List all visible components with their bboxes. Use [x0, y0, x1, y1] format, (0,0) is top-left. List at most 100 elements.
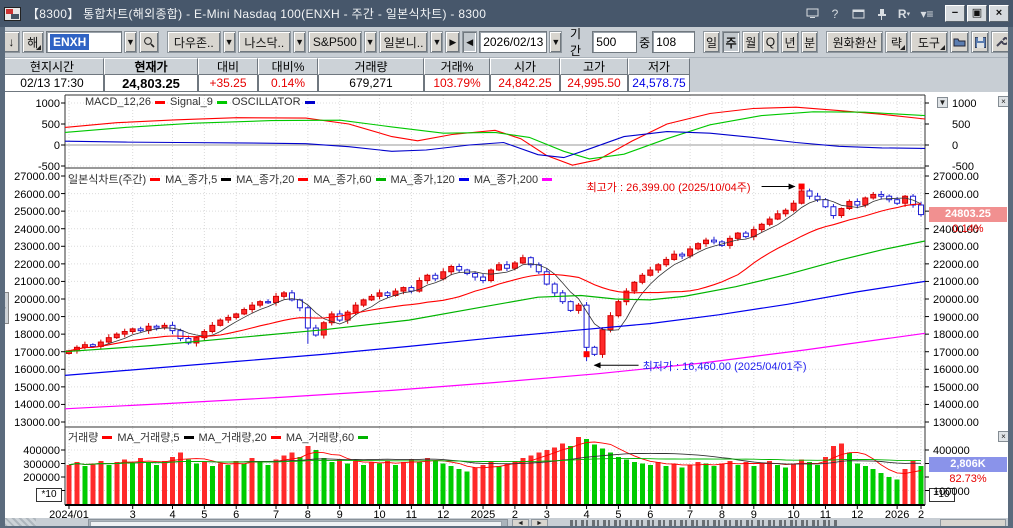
annotation-marks — [583, 183, 805, 369]
timeframe-month[interactable]: 월 — [741, 31, 760, 53]
monitor-icon[interactable] — [804, 7, 820, 21]
list-icon[interactable]: ▾≡ — [920, 6, 934, 21]
macd-axis-label-left: 1000 — [35, 98, 60, 110]
help-icon[interactable]: ? — [831, 6, 839, 21]
price-axis-label-left: 17000.00 — [14, 346, 60, 359]
count-label: 중 — [639, 35, 651, 50]
quote-value-3: 0.14% — [258, 75, 318, 92]
x-axis-label: 7 — [272, 509, 280, 521]
x-axis-label: 3 — [543, 509, 550, 521]
count-input[interactable]: 108 — [652, 31, 696, 53]
price-axis-label-right: 13000.00 — [933, 417, 979, 429]
x-axis-label: 2 — [917, 509, 925, 521]
down-button[interactable]: ↓ — [3, 31, 20, 53]
quote-value-5: 103.79% — [424, 75, 490, 92]
volume-legend-item: MA_거래량,20 — [198, 432, 267, 444]
price-axis-label-right: 26000.00 — [933, 188, 979, 201]
legend-mark-icon — [458, 177, 469, 181]
titlebar: 【8300】 통합차트(해외종합) - E-Mini Nasdaq 100(EN… — [0, 0, 1013, 27]
legend-mark-icon — [298, 177, 309, 181]
timeframe-day[interactable]: 일 — [702, 31, 721, 53]
price-axis-label-left: 27000.00 — [14, 171, 60, 183]
legend-mark-icon — [221, 177, 232, 181]
index-dropdown-dow[interactable]: ▼ — [222, 31, 236, 53]
main-chart-legend: 일본식차트(주간) MA_종가,5 MA_종가,20 MA_종가,60 MA_종가,12… — [68, 171, 557, 187]
tools-button[interactable]: 도구 — [909, 31, 949, 53]
save-icon[interactable] — [970, 31, 990, 53]
legend-mark-icon — [304, 100, 315, 104]
resize-hatch — [0, 518, 36, 528]
R-menu-icon[interactable]: R ▾ — [897, 6, 911, 21]
timeframe-minute[interactable]: 분 — [800, 31, 819, 53]
volume-axis-label-left: 300000 — [23, 458, 60, 471]
pin-icon[interactable] — [873, 7, 889, 21]
quote-header-3: 대비% — [258, 58, 318, 75]
macd-legend-item: Signal_9 — [170, 96, 213, 108]
legend-mark-icon — [150, 177, 161, 181]
next-button[interactable]: ▶ — [445, 31, 461, 53]
chart-canvas — [61, 94, 929, 509]
macd-lines — [64, 106, 926, 166]
window-buttons: − ▣ × — [945, 5, 1009, 22]
timeframe-quarter[interactable]: Q — [761, 31, 780, 53]
current-volume-tag: 2,806K — [929, 457, 1007, 472]
quote-header-8: 저가 — [628, 58, 690, 75]
price-axis-label-left: 15000.00 — [14, 381, 60, 394]
chart-area[interactable]: › ▼ × × *10 *10 27000.0027000.0026000.00… — [0, 92, 1013, 521]
index-button-nikkei[interactable]: 일본니.. — [378, 31, 429, 53]
x-axis-label: 2 — [511, 509, 518, 521]
macd-legend-item: OSCILLATOR — [231, 96, 301, 108]
maximize-button[interactable]: ▣ — [967, 5, 987, 22]
timeframe-year[interactable]: 년 — [781, 31, 799, 53]
index-dropdown-sp500[interactable]: ▼ — [363, 31, 377, 53]
gridlines — [65, 95, 925, 505]
volume-legend-item: MA_거래량,5 — [117, 432, 180, 444]
date-dropdown-icon[interactable]: ▼ — [549, 31, 563, 53]
symbol-input[interactable]: ENXH — [45, 31, 122, 53]
x-axis-label: 4 — [583, 509, 590, 521]
market-button[interactable]: 해 — [21, 31, 44, 53]
quote-bar: 현지시간 02/13 17:30 현재가 24,803.25 대비 +35.25 대비% 0.… — [0, 58, 1013, 92]
quote-value-4: 679,271 — [318, 75, 424, 92]
strategy-button[interactable]: 략 — [885, 31, 908, 53]
timeframe-week[interactable]: 주 — [722, 31, 740, 53]
window-copy-icon[interactable] — [850, 7, 866, 21]
krw-convert-button[interactable]: 원화환산 — [826, 31, 884, 53]
index-button-nasdaq[interactable]: 나스닥.. — [237, 31, 292, 53]
date-input[interactable]: 2026/02/13 — [479, 31, 548, 53]
search-icon[interactable] — [139, 31, 160, 53]
titlebar-icons: ? R ▾ ▾≡ — [804, 7, 935, 21]
x-axis-label: 5 — [201, 509, 208, 521]
macd-axis-label-right: 500 — [952, 119, 971, 131]
index-button-dow[interactable]: 다우존.. — [167, 31, 221, 53]
prev-button[interactable]: ◀ — [462, 31, 478, 53]
toolbar: ↓ 해 ENXH ▼ 다우존.. ▼ 나스닥.. ▼ S&P500 ▼ 일본니.… — [0, 27, 1013, 58]
legend-mark-icon — [270, 435, 281, 439]
indicator-collapse-icon[interactable]: ▼ — [937, 97, 948, 108]
legend-mark-icon — [102, 435, 113, 439]
index-button-sp500[interactable]: S&P500 — [308, 31, 362, 53]
price-axis-label-right: 16000.00 — [933, 364, 979, 377]
close-button[interactable]: × — [989, 5, 1009, 22]
main-chart-legend-item: MA_종가,120 — [390, 174, 455, 186]
index-dropdown-nikkei[interactable]: ▼ — [430, 31, 444, 53]
symbol-dropdown-icon[interactable]: ▼ — [123, 31, 137, 53]
quote-header-0: 현지시간 — [0, 58, 104, 75]
price-axis-label-left: 26000.00 — [14, 188, 60, 201]
quote-value-8: 24,578.75 — [628, 75, 690, 92]
price-axis-label-right: 21000.00 — [933, 276, 979, 289]
index-dropdown-nasdaq[interactable]: ▼ — [293, 31, 307, 53]
main-chart-legend-item: MA_종가,200 — [473, 174, 539, 186]
folder-icon[interactable] — [950, 31, 969, 53]
legend-mark-icon — [155, 100, 166, 104]
main-chart-legend-item: 일본식차트(주간) — [68, 174, 147, 186]
minimize-button[interactable]: − — [945, 5, 965, 22]
main-chart-legend-item: MA_종가,60 — [313, 174, 372, 186]
period-input[interactable]: 500 — [592, 31, 638, 53]
volume-ma-lines — [68, 441, 922, 474]
legend-mark-icon — [542, 177, 553, 181]
price-axis-label-left: 16000.00 — [14, 364, 60, 377]
quote-header-4: 거래량 — [318, 58, 424, 75]
price-axis-label-left: 23000.00 — [14, 241, 60, 254]
